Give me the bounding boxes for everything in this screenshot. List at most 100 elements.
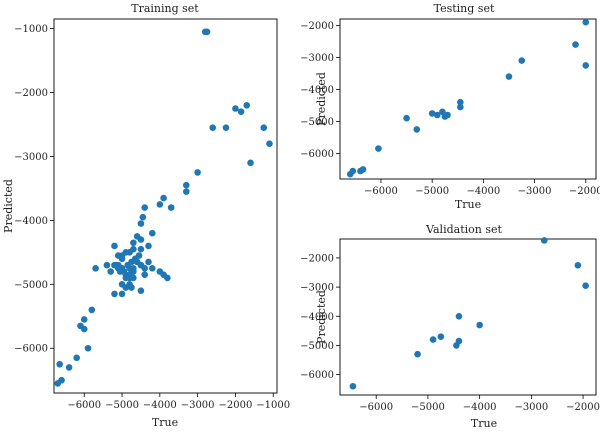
- training-point: [194, 169, 201, 176]
- training-point: [145, 258, 152, 266]
- training-xtick-label: −3000: [181, 400, 215, 411]
- training-point: [122, 284, 130, 291]
- validation-ylabel: Predicted: [315, 290, 328, 344]
- testing-frame: [339, 18, 597, 180]
- testing-xtick-label: −5000: [415, 186, 449, 197]
- training-point: [148, 265, 156, 272]
- training-ylabel: Predicted: [2, 179, 15, 233]
- validation-xtick-label: −6000: [359, 402, 393, 413]
- validation-point: [455, 337, 463, 345]
- training-point: [56, 360, 63, 368]
- training-frame: [53, 18, 278, 394]
- training-point: [54, 380, 62, 387]
- testing-point: [518, 57, 526, 64]
- testing-ytick-label: −4000: [300, 85, 334, 96]
- testing-ytick-label: −2000: [300, 21, 334, 32]
- testing-point: [444, 111, 451, 119]
- validation-xtick-label: −2000: [566, 402, 600, 413]
- testing-point: [582, 62, 590, 69]
- testing-point: [457, 98, 464, 106]
- training-point: [88, 306, 96, 314]
- training-point: [243, 102, 251, 109]
- testing-point: [359, 166, 367, 173]
- validation-points: [349, 237, 589, 390]
- training-xtick-label: −6000: [67, 400, 101, 411]
- training-point: [137, 220, 145, 227]
- training-point: [130, 274, 137, 282]
- training-point: [130, 245, 137, 253]
- testing-yticks: −6000 −5000 −4000 −3000 −2000: [300, 21, 340, 160]
- training-point: [247, 159, 254, 167]
- testing-xtick-label: −3000: [518, 186, 552, 197]
- training-point: [203, 28, 211, 36]
- training-point: [130, 265, 137, 272]
- training-point: [141, 265, 149, 272]
- training-point: [139, 213, 147, 221]
- training-point: [92, 265, 99, 272]
- testing-ytick-label: −6000: [300, 149, 334, 160]
- validation-xtick-label: −4000: [463, 402, 497, 413]
- testing-ylabel: Predicted: [315, 72, 328, 126]
- validation-panel: Validation set −6000 −5000 −4000 −3000 −2000…: [300, 223, 600, 430]
- training-point: [84, 344, 92, 352]
- testing-point: [428, 110, 436, 117]
- validation-ytick-label: −4000: [300, 312, 334, 323]
- training-point: [80, 325, 88, 333]
- training-ytick-label: −3000: [14, 152, 48, 163]
- training-ytick-label: −5000: [14, 280, 48, 291]
- training-point: [120, 268, 128, 275]
- training-point: [156, 201, 164, 208]
- validation-ytick-label: −2000: [300, 253, 334, 264]
- training-yticks: −6000 −5000 −4000 −3000 −2000 −1000: [14, 24, 54, 355]
- training-point: [65, 364, 73, 371]
- validation-title: Validation set: [425, 223, 502, 236]
- validation-ytick-label: −5000: [300, 341, 334, 352]
- training-point: [111, 242, 118, 250]
- training-point: [209, 124, 217, 131]
- training-point: [266, 140, 273, 147]
- training-ytick-label: −4000: [14, 216, 48, 227]
- training-point: [118, 290, 126, 298]
- training-point: [80, 316, 88, 323]
- training-point: [111, 290, 118, 298]
- testing-xtick-label: −2000: [569, 186, 600, 197]
- training-xtick-label: −2000: [219, 400, 253, 411]
- validation-point: [574, 261, 582, 269]
- training-xtick-label: −4000: [143, 400, 177, 411]
- testing-point: [572, 41, 579, 48]
- training-panel: Training set −6000 −5000 −4000 −3000 −2000 −1…: [2, 2, 290, 429]
- testing-point: [413, 126, 421, 133]
- training-point: [141, 204, 149, 211]
- training-xlabel: True: [152, 416, 178, 429]
- training-xtick-label: −1000: [256, 400, 290, 411]
- testing-point: [403, 114, 410, 122]
- validation-xtick-label: −5000: [411, 402, 445, 413]
- testing-title: Testing set: [434, 2, 495, 15]
- testing-panel: Testing set −6000 −5000 −4000 −3000 −2000 −6…: [300, 2, 600, 211]
- training-point: [237, 108, 245, 116]
- testing-point: [349, 167, 357, 175]
- testing-point: [375, 145, 382, 152]
- training-ytick-label: −1000: [14, 24, 48, 35]
- testing-ytick-label: −5000: [300, 117, 334, 128]
- training-point: [103, 261, 111, 269]
- testing-points: [346, 18, 590, 178]
- testing-point: [505, 73, 513, 80]
- validation-point: [540, 237, 548, 244]
- testing-point: [457, 103, 464, 111]
- validation-xtick-label: −3000: [514, 402, 548, 413]
- training-point: [182, 188, 190, 195]
- validation-point: [455, 312, 463, 320]
- testing-point: [433, 111, 441, 119]
- validation-point: [476, 321, 483, 329]
- training-point: [107, 268, 114, 275]
- testing-point: [582, 18, 590, 26]
- testing-xtick-label: −6000: [364, 186, 398, 197]
- validation-point: [437, 333, 445, 340]
- validation-ytick-label: −3000: [300, 283, 334, 294]
- testing-ytick-label: −3000: [300, 53, 334, 64]
- validation-frame: [339, 238, 597, 396]
- training-point: [133, 233, 141, 240]
- training-point: [141, 271, 149, 279]
- training-point: [222, 124, 230, 131]
